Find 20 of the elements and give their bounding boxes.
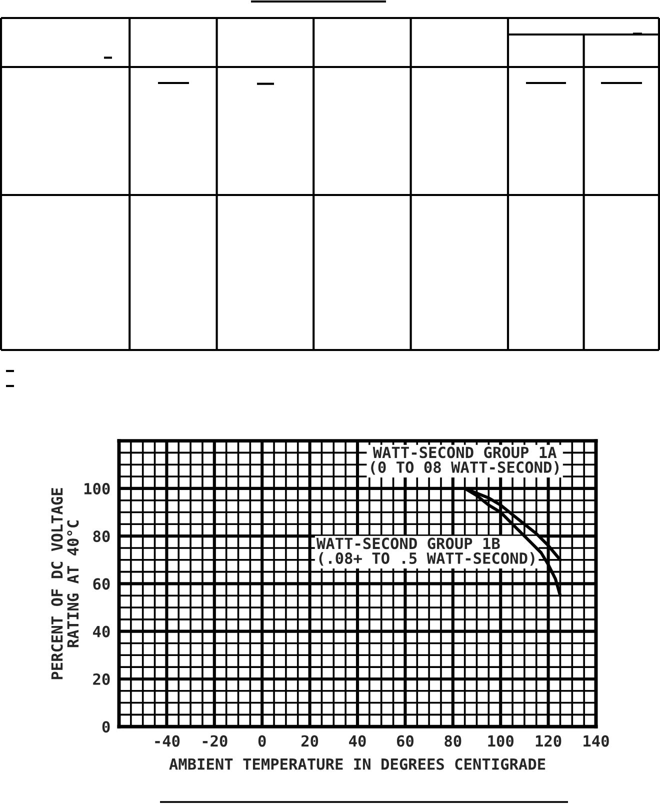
x-tick-label: 140 xyxy=(584,735,609,747)
x-tick-label: 20 xyxy=(301,735,318,747)
y-tick-label: 40 xyxy=(93,626,110,638)
y-axis-title: PERCENT OF DC VOLTAGE RATING AT 40°C xyxy=(51,488,79,680)
x-tick-label: 120 xyxy=(536,735,562,747)
y-tick-label: 60 xyxy=(93,578,110,590)
x-tick-label: -40 xyxy=(155,735,180,747)
y-tick-label: 20 xyxy=(93,673,110,685)
series-label: WATT-SECOND GROUP 1A (0 TO 08 WATT-SECOND) xyxy=(371,446,559,475)
x-tick-label: 0 xyxy=(258,735,266,747)
x-tick-label: 100 xyxy=(488,735,514,747)
x-tick-label: 60 xyxy=(396,735,414,747)
y-tick-label: 0 xyxy=(102,721,110,733)
x-tick-label: -20 xyxy=(202,735,228,747)
x-axis-title: AMBIENT TEMPERATURE IN DEGREES CENTIGRADE xyxy=(169,758,546,770)
series-label: WATT-SECOND GROUP 1B (.08+ TO .5 WATT-SECOND) xyxy=(316,538,534,566)
y-tick-label: 100 xyxy=(84,482,110,494)
x-tick-label: 40 xyxy=(349,735,366,747)
x-tick-label: 80 xyxy=(444,735,462,747)
y-tick-label: 80 xyxy=(93,530,110,542)
